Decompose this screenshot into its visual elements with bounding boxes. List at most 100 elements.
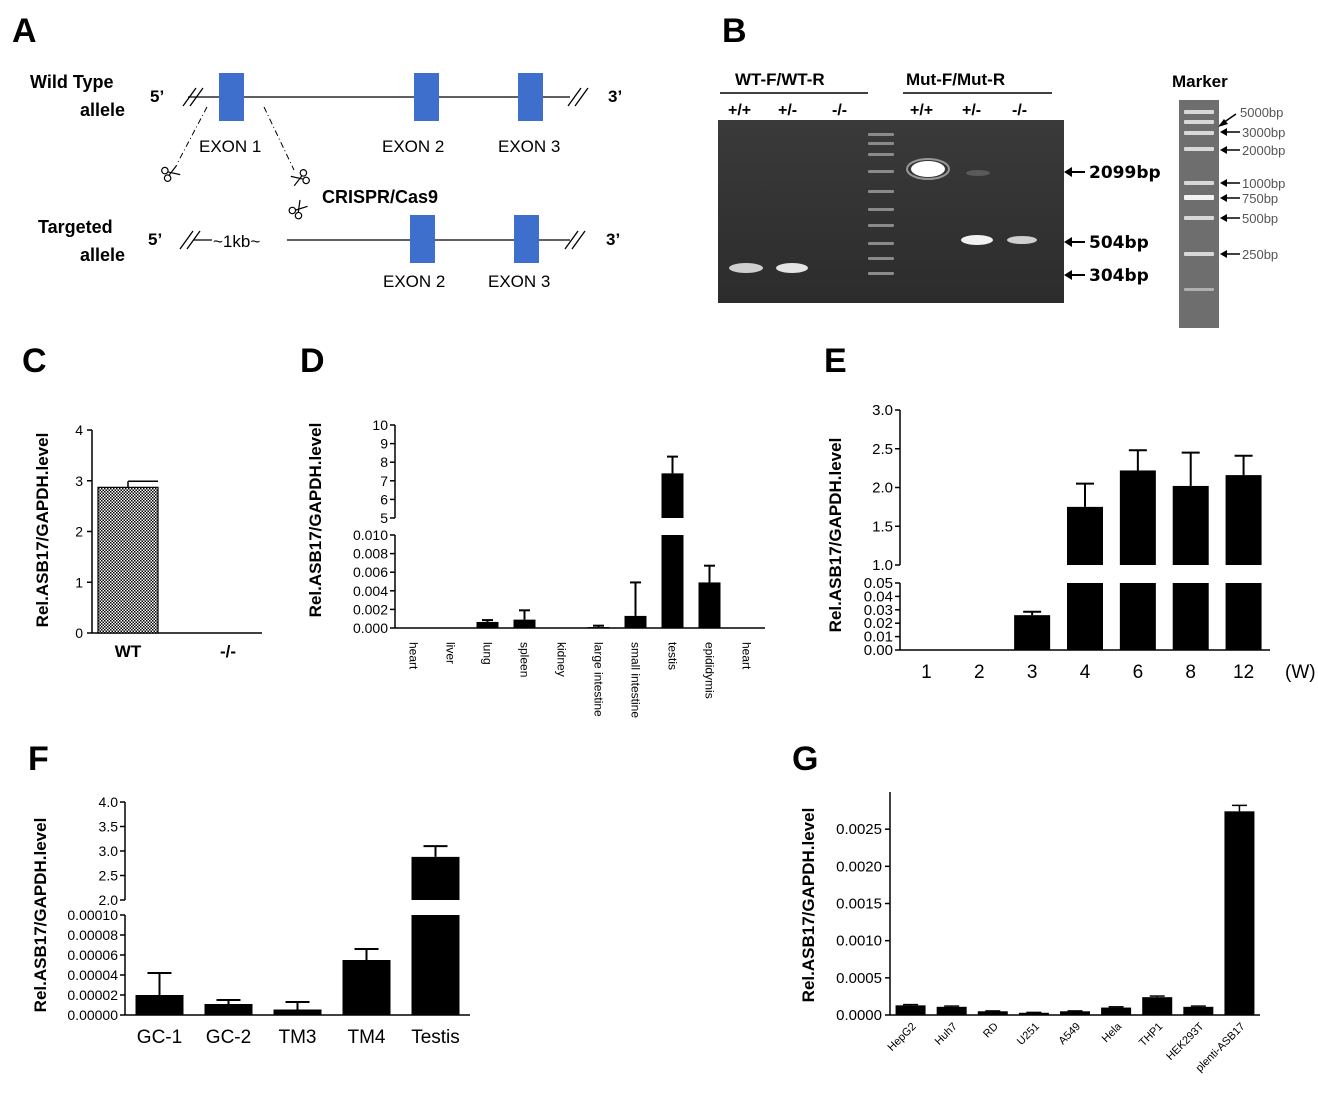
crispr-label: CRISPR/Cas9 [322, 187, 438, 207]
x-tick-label: Huh7 [933, 1021, 960, 1048]
bar [936, 1006, 967, 1015]
x-tick-label: TM3 [279, 1027, 317, 1048]
marker-arrow-5000 [1218, 113, 1237, 127]
x-tick-label: liver [444, 642, 458, 664]
tg-allele-label-2: allele [80, 245, 125, 265]
scissors-icon-crispr [287, 197, 310, 221]
wt-break-left [182, 87, 197, 107]
marker-title: Marker [1172, 72, 1228, 91]
marker-arrow-750 [1220, 194, 1240, 202]
wt-break-right [567, 87, 582, 107]
bar [513, 619, 536, 628]
tg-break-left [179, 230, 194, 250]
x-tick-label: 8 [1185, 662, 1196, 683]
marker-arrow-250 [1220, 250, 1240, 258]
marker-label-3000: 3000bp [1242, 125, 1285, 140]
lane-label-2: +/- [778, 102, 797, 119]
marker-arrow-500 [1220, 214, 1240, 222]
y-tick-label: 0.0025 [836, 821, 882, 838]
cut-guide-left [177, 106, 208, 163]
lane-label-4: +/+ [910, 102, 933, 119]
y-tick-label: 6 [380, 491, 388, 507]
x-tick-label: HEK293T [1164, 1020, 1206, 1062]
y-tick-label: 0.04 [864, 588, 893, 605]
x-tick-label: small intestine [629, 642, 643, 718]
y-tick-label: 0.00002 [67, 987, 118, 1003]
lane-label-3: -/- [832, 102, 847, 119]
x-tick-label: kidney [555, 642, 569, 677]
bar [587, 627, 610, 628]
y-tick-label: 0.0015 [836, 896, 882, 913]
y-tick-label: 0.010 [353, 527, 388, 543]
y-tick-label: 0.01 [864, 629, 893, 646]
lane-label-6: -/- [1012, 102, 1027, 119]
wt-five-prime: 5’ [150, 87, 164, 106]
marker-arrow-2000 [1220, 146, 1240, 154]
tg-break-right [564, 230, 579, 250]
y-tick-label: 0.00004 [67, 967, 118, 983]
tg-three-prime: 3’ [606, 230, 620, 249]
y-tick-label: 1.5 [872, 518, 893, 535]
band-ko-504 [1007, 236, 1037, 244]
x-tick-label: Hela [1100, 1020, 1125, 1045]
y-tick-label: 0.000 [353, 620, 388, 636]
marker-label-1000: 1000bp [1242, 176, 1285, 191]
x-tick-label: 12 [1233, 662, 1254, 683]
marker-arrow-3000 [1220, 128, 1240, 136]
x-tick-label: epididymis [703, 642, 717, 699]
wt-allele-label-1: Wild Type [30, 72, 114, 92]
y-tick-label: 0.0020 [836, 858, 882, 875]
y-tick-label: 2.0 [872, 480, 893, 497]
bar-lower [411, 915, 460, 1015]
tg-exon-3-label: EXON 3 [488, 272, 550, 291]
y-tick-label: 2.5 [99, 868, 119, 884]
panel-letter-c: C [22, 342, 47, 380]
y-tick-label: 2 [75, 524, 83, 540]
x-tick-label: RD [981, 1021, 1001, 1041]
tg-exon-2-label: EXON 2 [383, 272, 445, 291]
band-het-2099-faint [966, 170, 990, 176]
y-tick-label: 5 [380, 510, 388, 526]
marker-label-5000: 5000bp [1240, 105, 1283, 120]
marker-arrow-1000 [1220, 179, 1240, 187]
band-het-304 [776, 263, 808, 273]
panel-letter-f: F [28, 740, 49, 778]
wt-exon-1 [219, 73, 244, 121]
y-tick-label: 1.0 [872, 557, 893, 574]
x-tick-label: U251 [1015, 1021, 1042, 1048]
y-axis-label: Rel.ASB17/GAPDH.level [33, 433, 52, 628]
tg-allele-label-1: Targeted [38, 217, 113, 237]
bar-lower [1172, 583, 1209, 650]
x-tick-label: A549 [1056, 1021, 1083, 1048]
y-tick-label: 0.0010 [836, 933, 882, 950]
panel-letter-g: G [792, 740, 819, 778]
bar-lower [1067, 583, 1103, 650]
panel-letter-b: B [722, 12, 747, 50]
gel-group-2-label: Mut-F/Mut-R [906, 70, 1005, 89]
bar-upper [1119, 470, 1156, 565]
x-tick-label: heart [740, 642, 754, 670]
panel-letter-e: E [824, 342, 847, 380]
bar [342, 960, 391, 1015]
bar-upper [661, 473, 684, 518]
y-tick-label: 0.008 [353, 546, 388, 562]
y-tick-label: 3.5 [99, 819, 119, 835]
marker-label-2000: 2000bp [1242, 143, 1285, 158]
y-tick-label: 3.0 [99, 843, 119, 859]
bar-upper [1172, 485, 1209, 565]
bar-lower [1119, 583, 1156, 650]
bar [1183, 1006, 1214, 1015]
y-tick-label: 0.00010 [67, 907, 118, 923]
x-tick-label: lung [481, 642, 495, 665]
y-tick-label: 0.00006 [67, 947, 118, 963]
bar [895, 1005, 926, 1015]
x-tick-label: GC-2 [206, 1027, 251, 1048]
gel-group-1-label: WT-F/WT-R [735, 70, 825, 89]
lane-label-5: +/- [962, 102, 981, 119]
marker-label-500: 500bp [1242, 211, 1278, 226]
y-tick-label: 0.02 [864, 615, 893, 632]
bar [1101, 1007, 1132, 1015]
chart-f: 0.00000 0.00002 0.00004 0.00006 0.00008 0.000… [31, 794, 470, 1048]
marker-bands [1184, 110, 1214, 291]
tg-exon-2 [410, 215, 435, 263]
